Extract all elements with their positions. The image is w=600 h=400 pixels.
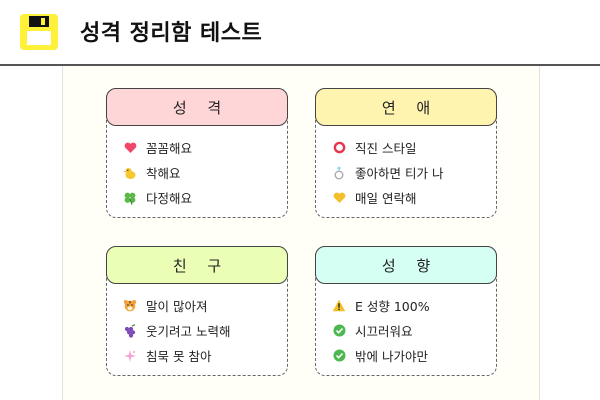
top-bar: 성격 정리함 테스트	[0, 0, 600, 64]
list-item: 시끄러워요	[332, 318, 488, 343]
item-label: 말이 많아져	[146, 299, 208, 314]
list-item: 좋아하면 티가 나	[332, 160, 488, 185]
sparkle-icon	[123, 349, 137, 363]
check-icon	[332, 324, 346, 338]
ring-icon	[332, 166, 346, 180]
list-item: E 성향 100%	[332, 293, 488, 318]
item-label: 침묵 못 참아	[146, 349, 212, 364]
heart-icon	[123, 141, 137, 155]
clover-icon	[123, 191, 137, 205]
item-label: 시끄러워요	[355, 324, 413, 339]
yellow-heart-icon	[332, 191, 346, 205]
page-title: 성격 정리함 테스트	[80, 21, 263, 46]
item-label: 꼼꼼해요	[146, 141, 193, 156]
list-item: 매일 연락해	[332, 185, 488, 210]
ring-circle-icon	[332, 141, 346, 155]
item-label: 다정해요	[146, 191, 193, 206]
list-item: 웃기려고 노력해	[123, 318, 279, 343]
item-label: 직진 스타일	[355, 141, 417, 156]
list-item: 꼼꼼해요	[123, 135, 279, 160]
check-icon	[332, 349, 346, 363]
grapes-icon	[123, 323, 137, 338]
card-love: 연 애 직진 스타일 좋아하면 티가 나 매일 연락해	[315, 88, 497, 218]
list-item: 착해요	[123, 160, 279, 185]
list-item: 직진 스타일	[332, 135, 488, 160]
card-tendency-header: 성 향	[315, 246, 497, 284]
item-label: 웃기려고 노력해	[146, 324, 231, 339]
card-tendency: 성 향 E 성향 100% 시끄러워요 밖에 나가야만	[315, 246, 497, 376]
card-love-header: 연 애	[315, 88, 497, 126]
tiger-face-icon	[123, 299, 137, 313]
card-friend-header: 친 구	[106, 246, 288, 284]
list-item: 밖에 나가야만	[332, 343, 488, 368]
card-personality: 성 격 꼼꼼해요 착해요 다정해요	[106, 88, 288, 218]
list-item: 말이 많아져	[123, 293, 279, 318]
chick-icon	[123, 166, 137, 180]
warning-icon	[332, 299, 346, 313]
item-label: 밖에 나가야만	[355, 349, 428, 364]
card-personality-header: 성 격	[106, 88, 288, 126]
item-label: 매일 연락해	[355, 191, 417, 206]
item-label: E 성향 100%	[355, 299, 430, 314]
item-label: 좋아하면 티가 나	[355, 166, 444, 181]
header-divider	[0, 64, 600, 66]
card-friend: 친 구 말이 많아져 웃기려고 노력해 침묵 못 참아	[106, 246, 288, 376]
list-item: 침묵 못 참아	[123, 343, 279, 368]
list-item: 다정해요	[123, 185, 279, 210]
content-area: 성 격 꼼꼼해요 착해요 다정해요 연 애	[62, 66, 540, 400]
floppy-disk-icon	[20, 14, 58, 50]
item-label: 착해요	[146, 166, 181, 181]
